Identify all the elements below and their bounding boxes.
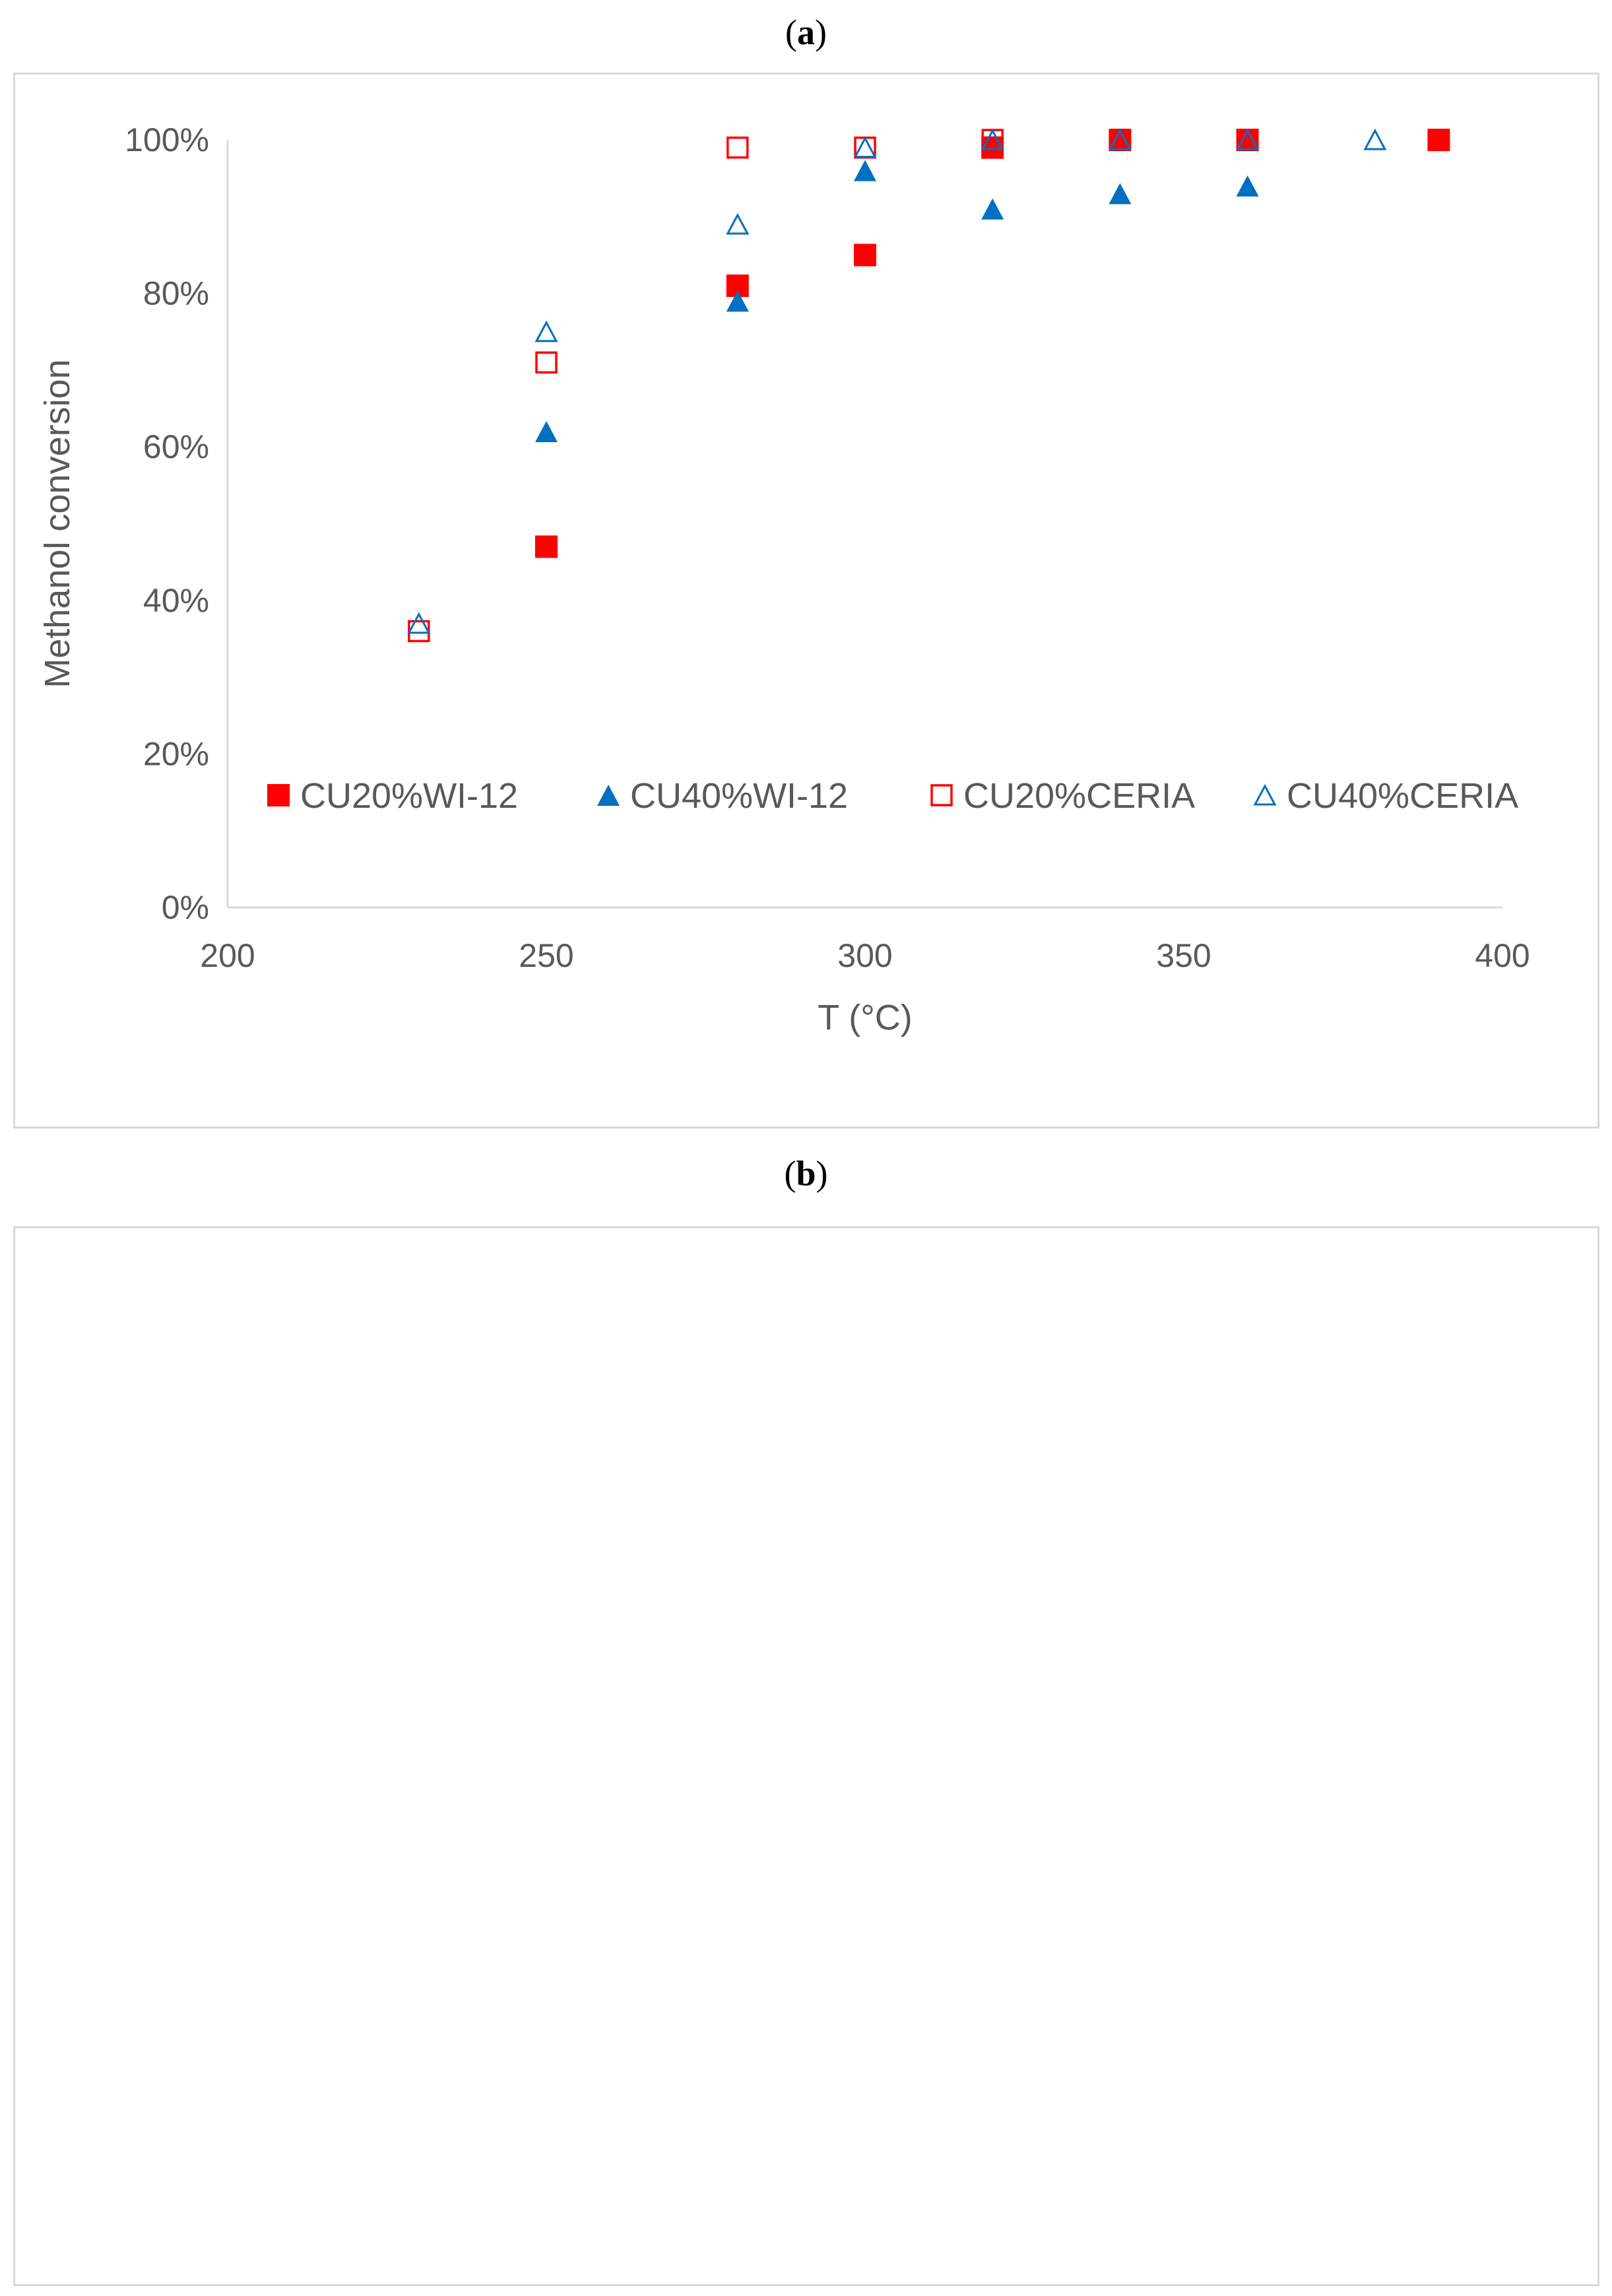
panel-label-b-close: ) — [816, 1154, 828, 1193]
panel-label-a: (a) — [0, 12, 1612, 53]
panel-label-b-letter: b — [796, 1154, 816, 1193]
chart-frame-a — [13, 73, 1599, 1129]
panel-label-a-open: ( — [785, 13, 797, 52]
panel-label-a-close: ) — [815, 13, 827, 52]
chart-frame-b — [13, 1226, 1599, 2286]
panel-label-b-open: ( — [784, 1154, 796, 1193]
panel-label-b: (b) — [0, 1153, 1612, 1194]
panel-label-a-letter: a — [797, 13, 815, 52]
